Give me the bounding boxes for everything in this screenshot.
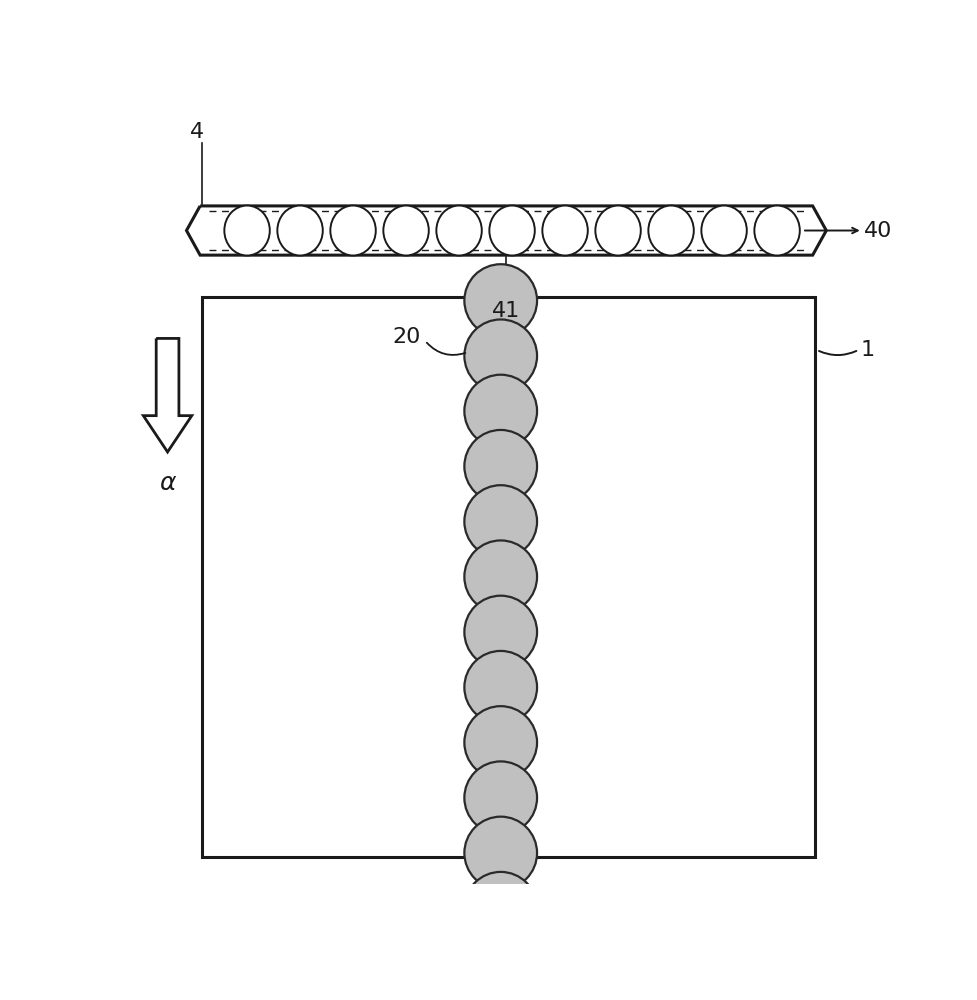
Text: 41: 41 — [492, 301, 521, 321]
Ellipse shape — [754, 206, 800, 256]
Circle shape — [464, 319, 537, 392]
Circle shape — [464, 540, 537, 613]
Text: 1: 1 — [861, 340, 874, 360]
Circle shape — [464, 596, 537, 668]
Circle shape — [464, 761, 537, 834]
Ellipse shape — [701, 206, 746, 256]
Circle shape — [464, 817, 537, 889]
Ellipse shape — [437, 206, 482, 256]
Bar — [201, 297, 815, 857]
Ellipse shape — [649, 206, 694, 256]
Text: 4: 4 — [191, 122, 204, 142]
Ellipse shape — [489, 206, 534, 256]
PathPatch shape — [144, 338, 191, 452]
Circle shape — [464, 927, 537, 1000]
Text: 40: 40 — [865, 221, 893, 241]
Circle shape — [464, 872, 537, 945]
Ellipse shape — [542, 206, 588, 256]
Ellipse shape — [383, 206, 429, 256]
Circle shape — [464, 485, 537, 558]
Circle shape — [464, 375, 537, 447]
Ellipse shape — [225, 206, 270, 256]
Ellipse shape — [277, 206, 322, 256]
Circle shape — [464, 651, 537, 724]
Text: α: α — [159, 471, 176, 495]
Ellipse shape — [330, 206, 376, 256]
Circle shape — [464, 264, 537, 337]
PathPatch shape — [187, 206, 827, 255]
Circle shape — [464, 706, 537, 779]
Ellipse shape — [595, 206, 641, 256]
Text: 20: 20 — [393, 327, 421, 347]
Circle shape — [464, 430, 537, 503]
